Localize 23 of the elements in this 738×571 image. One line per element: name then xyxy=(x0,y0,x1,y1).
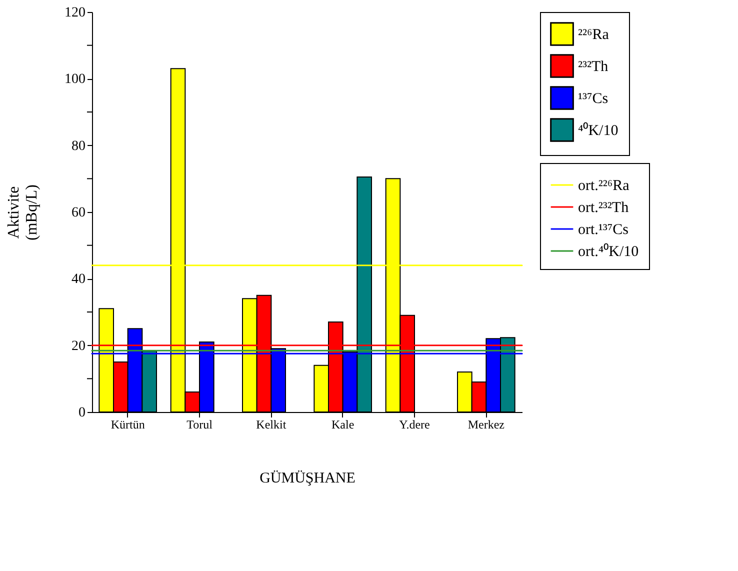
legend-label: ⁴⁰K/10 xyxy=(578,122,618,139)
x-axis-title: GÜMÜŞHANE xyxy=(260,470,356,486)
legend-label: ort.²³²Th xyxy=(578,200,630,216)
y-tick-label: 0 xyxy=(78,406,86,420)
y-tick-label: 60 xyxy=(72,206,86,220)
x-tick-label: Kale xyxy=(332,418,354,432)
x-tick-label: Y.dere xyxy=(399,418,430,432)
legend-label: ¹³⁷Cs xyxy=(578,91,608,107)
x-tick-label: Kürtün xyxy=(110,418,145,432)
x-tick-label: Kelkit xyxy=(256,418,287,432)
legend-label: ort.⁴⁰K/10 xyxy=(578,243,639,260)
legend-label: ²³²Th xyxy=(578,59,609,75)
y-tick-label: 20 xyxy=(72,338,86,354)
legend-label: ort.¹³⁷Cs xyxy=(578,222,629,238)
y-tick-label: 80 xyxy=(72,138,86,154)
y-tick-label: 40 xyxy=(72,272,86,288)
legend-label: ort.²²⁶Ra xyxy=(578,178,630,194)
y-tick-label: 100 xyxy=(64,72,86,88)
x-tick-label: Merkez xyxy=(468,418,504,432)
y-axis-title: Aktivite (mBq/L) xyxy=(6,184,40,240)
x-tick-label: Torul xyxy=(186,418,214,432)
y-tick-label: 120 xyxy=(64,6,86,20)
legend-label: ²²⁶Ra xyxy=(578,27,610,43)
